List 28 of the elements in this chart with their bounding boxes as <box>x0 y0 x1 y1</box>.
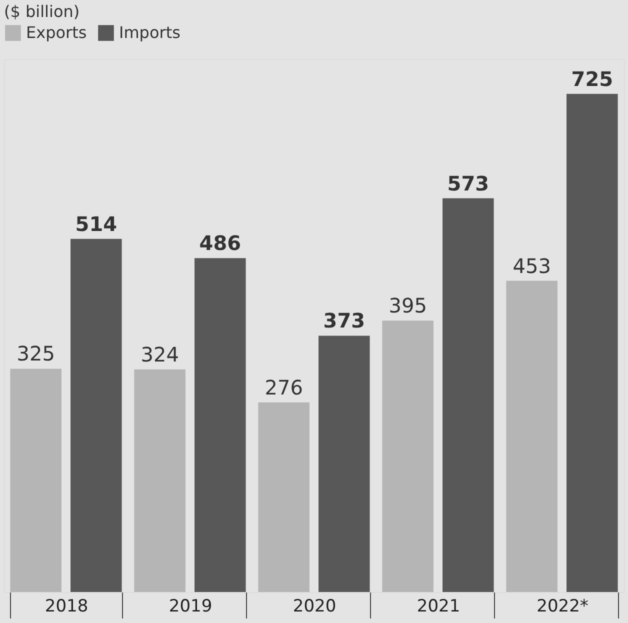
bar <box>382 320 434 592</box>
data-label: 573 <box>447 171 490 196</box>
legend-label: Exports <box>26 23 87 42</box>
data-label: 325 <box>16 342 55 366</box>
bar <box>566 94 618 592</box>
x-tick-label: 2018 <box>44 596 88 616</box>
x-tick-label: 2022* <box>536 596 588 616</box>
x-tick-label: 2019 <box>168 596 212 616</box>
data-label: 514 <box>75 212 118 236</box>
bar <box>318 336 370 592</box>
x-tick-label: 2021 <box>416 596 460 616</box>
data-label: 276 <box>264 375 303 400</box>
bar <box>10 368 62 592</box>
legend-label: Imports <box>119 23 180 42</box>
bar <box>70 238 122 592</box>
bar <box>134 369 186 592</box>
data-label: 324 <box>140 342 179 366</box>
bar <box>258 402 310 592</box>
bar <box>194 258 246 592</box>
data-label: 373 <box>323 308 366 333</box>
chart-subtitle: ($ billion) <box>4 2 80 21</box>
bar <box>442 198 494 592</box>
data-label: 453 <box>512 254 551 278</box>
data-label: 725 <box>571 66 614 91</box>
data-label: 395 <box>388 294 427 318</box>
x-tick-label: 2020 <box>292 596 336 616</box>
data-label: 486 <box>199 231 242 256</box>
bar <box>506 280 558 592</box>
